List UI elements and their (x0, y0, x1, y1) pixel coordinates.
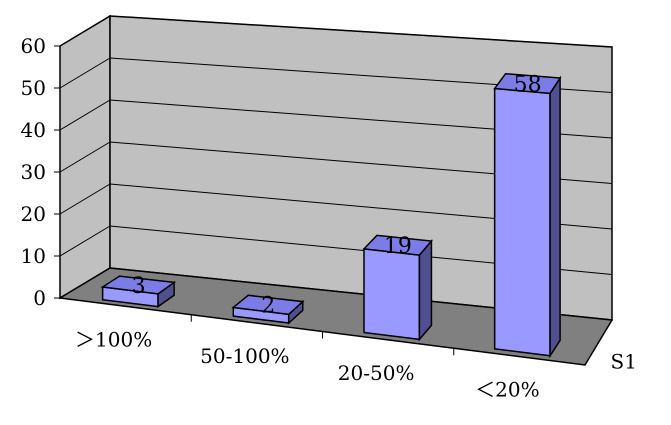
gridline-left (59, 15, 111, 47)
series-label: S1 (611, 350, 637, 374)
gridline-left (59, 183, 111, 215)
bar-top (493, 72, 562, 95)
floor (57, 267, 614, 366)
bar-side (418, 239, 433, 342)
x-tick-label: ＜20% (475, 378, 539, 402)
y-tick-label: 30 (21, 160, 46, 184)
y-tick-label: 10 (21, 244, 46, 268)
bar-top (100, 275, 177, 295)
y-tick-label: 40 (21, 118, 46, 142)
data-label: 58 (514, 72, 542, 97)
gridline-back (109, 15, 613, 48)
gridline-left (59, 99, 111, 131)
data-label: 2 (261, 294, 275, 319)
bar-front (363, 248, 421, 341)
gridline-left (59, 225, 111, 257)
bar-front (493, 87, 551, 357)
gridline-left (59, 141, 111, 173)
data-label: 3 (132, 274, 146, 299)
x-tick-label: ＞100% (75, 327, 152, 351)
y-tick-label: 50 (21, 76, 46, 100)
y-tick-label: 60 (21, 34, 46, 58)
data-label: 19 (384, 234, 412, 259)
x-tick-label: 50-100% (200, 344, 289, 368)
bar-top (231, 294, 305, 316)
x-tick-label: 20-50% (338, 361, 415, 385)
y-tick-label: 20 (21, 202, 46, 226)
bar-side (549, 75, 561, 359)
bar-top (362, 234, 433, 256)
y-tick-label: 0 (33, 286, 46, 310)
gridline-left (59, 57, 111, 89)
